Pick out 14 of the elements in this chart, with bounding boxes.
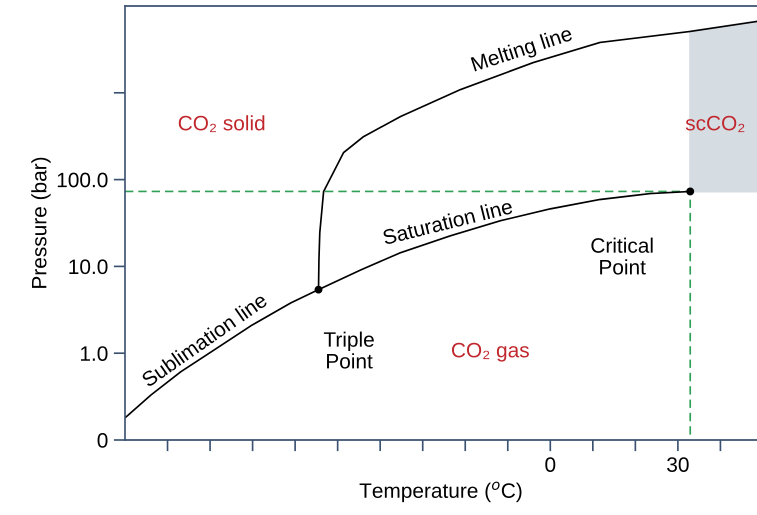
x-axis-title: Temperature ($^{o}$C) <box>360 482 522 502</box>
y-tick-label: 0 <box>98 433 108 448</box>
y-tick-label: 1.0 <box>80 346 108 361</box>
annotation: scCO₂ <box>686 116 744 132</box>
annotation: Melting line <box>470 25 574 76</box>
annotation: Saturation line <box>382 198 514 245</box>
annotation: Critical Point <box>591 238 653 275</box>
y-tick-label: 10.0 <box>69 259 108 274</box>
x-tick-label: 30 <box>667 457 689 472</box>
y-tick-label: 100.0 <box>58 172 108 188</box>
annotation: Triple Point <box>324 332 374 369</box>
annotation: CO₂ solid <box>178 115 264 132</box>
annotation: CO₂ gas <box>452 342 529 362</box>
y-axis-title: Pressure (bar) <box>31 158 51 288</box>
